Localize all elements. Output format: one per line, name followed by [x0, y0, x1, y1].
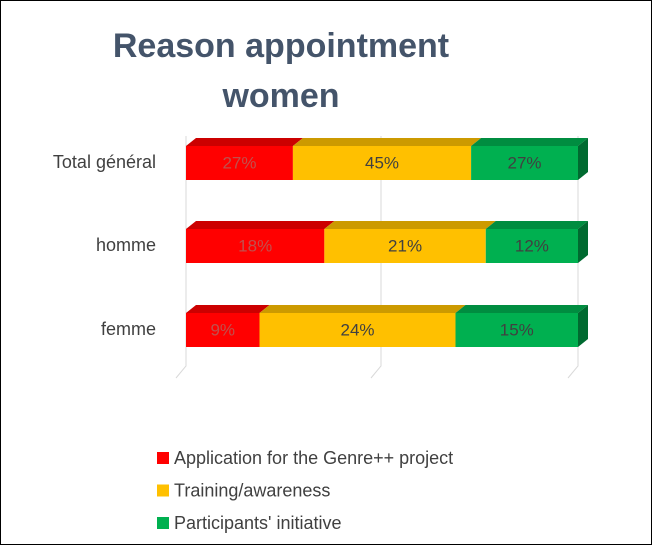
bar — [186, 138, 303, 180]
bar — [186, 221, 335, 263]
data-label: 12% — [515, 236, 549, 255]
bar-face — [292, 138, 482, 146]
bar-face — [324, 229, 486, 263]
legend-swatch — [157, 517, 169, 529]
data-label: 21% — [388, 236, 422, 255]
bar-face — [485, 229, 578, 263]
grid — [175, 136, 579, 379]
legend-label: Participants' initiative — [174, 513, 342, 533]
bar-face — [186, 221, 335, 229]
bar — [259, 305, 466, 347]
bar — [292, 138, 482, 180]
data-label: 27% — [508, 153, 542, 172]
bar-face — [455, 305, 588, 313]
data-label: 15% — [500, 320, 534, 339]
legend-label: Training/awareness — [174, 480, 330, 500]
bar-face — [471, 138, 588, 146]
legend-swatch — [157, 484, 169, 497]
bar-face — [186, 138, 303, 146]
bar — [471, 138, 588, 180]
bar — [455, 305, 588, 347]
bar-face — [455, 313, 578, 347]
bar-face — [186, 313, 260, 347]
bar-face — [578, 305, 588, 347]
legend-swatch — [157, 452, 169, 464]
bar-face — [471, 146, 578, 180]
data-label: 18% — [238, 236, 272, 255]
bar-face — [186, 229, 325, 263]
bar — [485, 221, 588, 263]
y-tick-label: femme — [101, 319, 156, 339]
data-label: 27% — [222, 153, 256, 172]
bar-face — [259, 305, 466, 313]
y-tick-label: homme — [96, 235, 156, 255]
bar-face — [186, 146, 293, 180]
bar — [186, 305, 270, 347]
bar-face — [259, 313, 456, 347]
grid-line — [567, 136, 579, 379]
data-label: 9% — [210, 320, 235, 339]
bar-face — [186, 305, 270, 313]
legend-label: Application for the Genre++ project — [174, 448, 453, 468]
bar-face — [485, 221, 588, 229]
grid-line — [370, 136, 382, 379]
grid-line — [175, 136, 187, 379]
chart-title: Reason appointment women — [112, 27, 450, 115]
bar-face — [578, 221, 588, 263]
bar-face — [292, 146, 472, 180]
bar-face — [578, 138, 588, 180]
bar-face — [324, 221, 496, 229]
y-tick-label: Total général — [53, 152, 156, 172]
bar — [324, 221, 496, 263]
data-label: 45% — [365, 153, 399, 172]
data-label: 24% — [340, 320, 374, 339]
